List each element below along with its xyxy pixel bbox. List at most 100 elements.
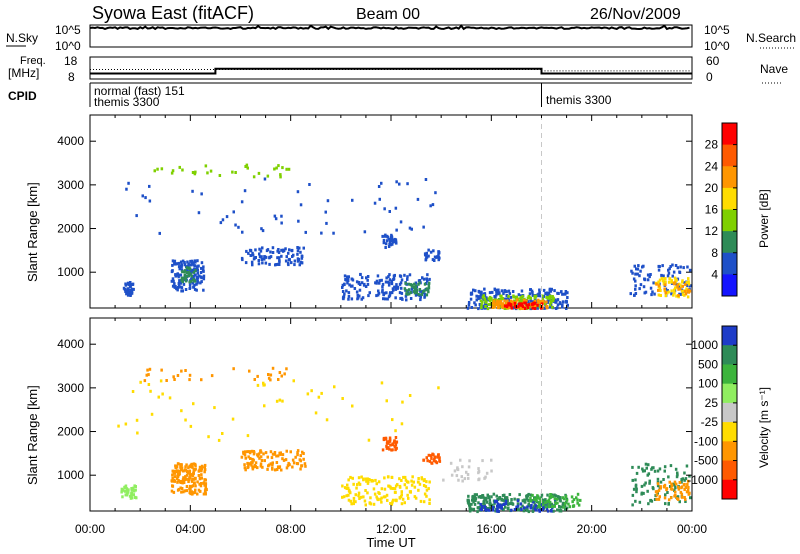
data-cell (536, 494, 539, 498)
power-colorbar-label: Power [dB] (757, 189, 771, 248)
data-cell (351, 198, 354, 202)
data-cell (564, 495, 568, 498)
date-title: 26/Nov/2009 (590, 6, 681, 23)
data-cell (495, 508, 499, 512)
data-cell (664, 291, 667, 295)
data-cell (656, 484, 660, 488)
data-cell (423, 289, 426, 293)
data-cell (199, 489, 202, 493)
data-cell (500, 294, 503, 298)
data-cell (346, 277, 350, 281)
data-cell (267, 373, 270, 376)
data-cell (254, 465, 257, 469)
data-cell (428, 502, 431, 505)
data-cell (649, 273, 652, 276)
data-cell (417, 488, 420, 492)
data-cell (539, 503, 542, 507)
data-cell (543, 302, 547, 306)
data-cell (535, 506, 539, 510)
data-cell (681, 280, 684, 284)
data-cell (188, 471, 191, 475)
data-cell (180, 487, 184, 490)
data-cell (188, 286, 192, 290)
data-cell (160, 368, 163, 372)
data-cell (204, 482, 208, 486)
data-cell (202, 492, 206, 496)
data-cell (370, 479, 373, 482)
data-cell (294, 455, 297, 459)
data-cell (314, 411, 318, 415)
data-cell (351, 476, 354, 480)
data-cell (343, 274, 347, 278)
data-cell (417, 282, 420, 286)
data-cell (673, 489, 676, 493)
data-cell (378, 281, 381, 285)
data-cell (678, 285, 681, 288)
data-cell (671, 487, 674, 491)
data-cell (179, 486, 182, 490)
data-cell (342, 295, 346, 299)
data-cell (504, 297, 508, 301)
data-cell (276, 454, 280, 458)
data-cell (398, 477, 401, 481)
data-cell (550, 509, 553, 513)
freq-trace (90, 67, 692, 75)
data-cell (324, 210, 327, 214)
data-cell (505, 290, 508, 294)
nave-tick-high: 60 (706, 54, 720, 68)
colorbar-tick-label: 28 (705, 138, 719, 152)
data-cell (678, 481, 682, 484)
data-cell (290, 248, 294, 252)
data-cell (176, 474, 179, 478)
data-cell (181, 469, 185, 473)
data-cell (177, 261, 181, 265)
data-cell (177, 479, 180, 482)
data-cell (647, 472, 651, 476)
data-cell (380, 487, 384, 491)
data-cell (365, 276, 368, 280)
data-cell (244, 261, 248, 265)
data-cell (395, 228, 398, 232)
data-cell (130, 494, 133, 498)
data-cell (183, 275, 186, 279)
data-cell (507, 306, 511, 310)
data-cell (466, 473, 470, 476)
data-cell (174, 466, 177, 470)
data-cell (184, 279, 188, 283)
data-cell (684, 283, 687, 287)
data-cell (423, 292, 427, 296)
data-cell (533, 307, 537, 310)
data-cell (579, 498, 582, 502)
data-cell (347, 294, 351, 298)
data-cell (667, 290, 670, 294)
data-cell (346, 279, 350, 283)
data-cell (642, 491, 645, 495)
data-cell (407, 496, 410, 500)
data-cell (343, 486, 347, 490)
data-cell (681, 477, 685, 481)
data-cell (254, 248, 257, 252)
data-cell (686, 284, 689, 287)
data-cell (279, 175, 282, 179)
data-cell (528, 292, 532, 296)
data-cell (387, 283, 391, 287)
data-cell (181, 277, 184, 281)
data-cell (195, 288, 198, 292)
data-cell (520, 299, 524, 303)
x-tick-label: 08:00 (276, 522, 306, 536)
data-cell (426, 279, 429, 283)
data-cell (660, 276, 664, 280)
data-cell (494, 298, 497, 302)
data-cell (555, 497, 559, 501)
nsky-trace (89, 24, 690, 31)
data-cell (551, 495, 554, 499)
data-cell (656, 477, 660, 481)
data-cell (477, 289, 481, 293)
data-cell (566, 296, 569, 299)
data-cell (487, 496, 490, 500)
data-cell (427, 286, 431, 290)
data-cell (263, 255, 267, 259)
data-cell (367, 294, 370, 298)
data-cell (533, 498, 536, 502)
data-cell (129, 290, 132, 294)
